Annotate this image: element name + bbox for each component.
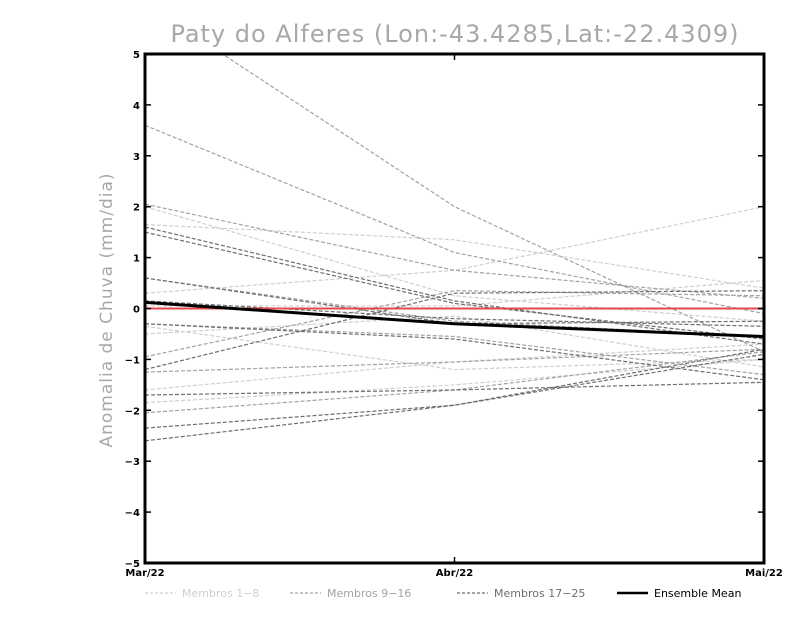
series-line-m3 (145, 206, 764, 322)
series-line-m11 (145, 203, 764, 299)
y-tick-label: 2 (133, 203, 140, 214)
legend-label-mean: Ensemble Mean (654, 587, 741, 600)
y-axis-ticks: −5 −4 −3 −2 −1 0 1 2 3 4 5 (125, 50, 764, 570)
series-line-m22 (145, 381, 764, 396)
y-tick-label: −1 (125, 355, 140, 366)
series-line-m14 (145, 351, 764, 414)
legend-label-group2: Membros 9−16 (327, 587, 411, 600)
mean-line-layer (144, 300, 765, 338)
series-line-m4 (145, 358, 764, 404)
y-tick-label: 5 (133, 50, 140, 61)
y-tick-label: 4 (133, 101, 140, 112)
series-line-m1 (145, 206, 764, 294)
ensemble-mean-line (144, 300, 765, 338)
y-tick-label: −4 (125, 508, 140, 519)
chart-title: Paty do Alferes (Lon:-43.4285,Lat:-22.43… (170, 20, 739, 48)
x-tick-label: Abr/22 (436, 568, 473, 579)
series-line-m25 (145, 300, 764, 327)
x-axis-ticks: Mar/22 Abr/22 Mai/22 (125, 54, 783, 579)
y-axis-label: Anomalia de Chuva (mm/dia) (97, 172, 117, 447)
legend: Membros 1−8 Membros 9−16 Membros 17−25 Ense… (145, 587, 741, 600)
series-line-m17 (145, 226, 764, 345)
legend-label-group1: Membros 1−8 (182, 587, 259, 600)
series-line-m8 (145, 343, 764, 391)
series-line-m20 (145, 323, 764, 381)
series-line-m9 (221, 54, 764, 353)
series-line-m2 (145, 223, 764, 289)
series-line-m21 (145, 290, 764, 371)
x-tick-label: Mai/22 (745, 568, 783, 579)
series-line-m18 (145, 231, 764, 340)
series-layer (145, 54, 764, 442)
y-tick-label: −5 (125, 559, 140, 570)
y-tick-label: 0 (133, 305, 140, 316)
series-line-m10 (145, 124, 764, 315)
y-tick-label: −2 (125, 406, 140, 417)
series-line-m7 (145, 325, 764, 371)
y-tick-label: 3 (133, 152, 140, 163)
y-tick-label: 1 (133, 254, 140, 265)
series-line-m24 (145, 348, 764, 442)
series-line-m15 (145, 323, 764, 376)
series-line-m12 (145, 290, 764, 358)
y-tick-label: −3 (125, 457, 140, 468)
x-tick-label: Mar/22 (125, 568, 164, 579)
legend-label-group3: Membros 17−25 (494, 587, 585, 600)
series-line-m13 (145, 348, 764, 373)
series-line-m23 (145, 353, 764, 429)
